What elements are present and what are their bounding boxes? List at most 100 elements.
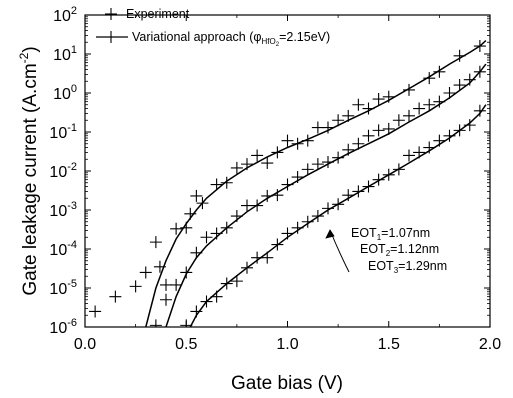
experiment-point-2 (342, 143, 355, 156)
experiment-point-1 (89, 305, 102, 318)
experiment-point-1 (403, 83, 415, 96)
experiment-point-2 (372, 124, 385, 137)
eot-annotations: EOT1=1.07nm EOT2=1.12nm EOT3=1.29nm (325, 226, 447, 275)
experiment-point-3 (473, 104, 486, 117)
experiment-point-3 (301, 215, 314, 228)
experiment-point-2 (433, 95, 446, 108)
experiment-point-2 (200, 231, 213, 244)
experiment-point-3 (433, 134, 446, 147)
experiment-point-1 (109, 290, 122, 303)
experiment-point-1 (322, 121, 334, 134)
y-axis-title-main: Gate leakage current (A.cm (20, 63, 41, 295)
experiment-point-3 (251, 251, 264, 264)
experiment-point-3 (382, 168, 395, 181)
experiment-point-2 (413, 102, 426, 115)
experiment-point-1 (139, 266, 152, 279)
experiment-point-1 (281, 134, 294, 147)
experiment-point-1 (251, 149, 264, 162)
experiment-point-1 (453, 49, 466, 62)
experiment-point-1 (352, 98, 365, 111)
experiment-point-2 (403, 109, 415, 122)
experiment-point-3 (392, 163, 405, 176)
experiment-point-2 (281, 178, 294, 191)
experiment-point-1 (210, 178, 223, 191)
experiment-point-3 (271, 238, 284, 251)
y-tick-label: 10-2 (49, 161, 77, 181)
experiment-point-1 (241, 158, 253, 171)
experiment-point-1 (149, 236, 162, 249)
experiment-point-3 (210, 290, 223, 303)
experiment-point-2 (332, 151, 345, 164)
experiment-point-3 (403, 149, 415, 162)
experiment-point-1 (230, 161, 243, 174)
model-curve-2 (165, 63, 487, 327)
experiment-point-2 (443, 87, 456, 99)
experiment-point-2 (301, 163, 314, 176)
experiment-point-3 (342, 189, 355, 202)
experiment-point-3 (463, 119, 476, 132)
experiment-point-3 (291, 221, 304, 234)
legend-model-label: Variational approach (φHfO2=2.15eV) (132, 30, 330, 48)
experiment-point-3 (261, 251, 274, 264)
y-axis-title: Gate leakage current (A.cm-2) (17, 46, 41, 295)
experiment-point-3 (372, 173, 385, 186)
experiment-point-3 (352, 185, 365, 198)
experiment-point-1 (342, 109, 355, 122)
plot-frame (84, 14, 491, 328)
experiment-point-2 (241, 199, 253, 212)
experiment-point-1 (184, 207, 197, 220)
experiment-point-2 (170, 278, 183, 291)
experiment-point-1 (271, 146, 284, 159)
experiment-point-1 (170, 222, 183, 235)
experiment-point-3 (443, 129, 456, 142)
experiment-point-2 (230, 210, 243, 223)
y-axis-title-sup: -2 (17, 52, 31, 63)
legend-experiment-label: Experiment (126, 7, 190, 21)
experiment-point-1 (261, 157, 274, 170)
experiment-point-1 (129, 280, 142, 293)
experiment-point-2 (220, 221, 233, 234)
experiment-point-2 (190, 246, 203, 259)
y-tick-label: 10-4 (49, 239, 77, 259)
legend-model-label-sub2: 2 (276, 42, 280, 48)
annotation-eot-1: EOT1=1.07nm (351, 226, 430, 242)
experiment-point-3 (322, 202, 334, 215)
experiment-point-3 (281, 227, 294, 240)
x-tick-label: 1.5 (378, 336, 400, 353)
y-tick-label: 100 (53, 83, 77, 103)
experiment-point-2 (382, 122, 395, 135)
experiment-point-3 (311, 210, 324, 223)
x-axis-title: Gate bias (V) (231, 373, 343, 394)
experiment-point-1 (362, 102, 375, 115)
experiment-point-2 (352, 137, 365, 150)
experiment-point-2 (160, 293, 172, 306)
y-tick-label: 101 (53, 44, 77, 64)
y-tick-label: 10-6 (49, 317, 77, 337)
x-tick-label: 2.0 (479, 336, 501, 353)
experiment-point-3 (453, 124, 466, 137)
experiment-point-1 (153, 260, 166, 273)
experiment-point-2 (463, 73, 476, 86)
experiment-point-2 (473, 65, 486, 78)
annotation-eot-2: EOT2=1.12nm (360, 242, 439, 258)
experiment-point-2 (392, 114, 405, 127)
experiment-point-1 (423, 72, 436, 85)
experiment-point-1 (220, 176, 233, 189)
experiment-point-1 (301, 134, 314, 147)
experiment-point-1 (291, 137, 304, 150)
experiment-point-2 (453, 79, 466, 92)
experiment-point-2 (210, 227, 223, 240)
legend-model-label-tail: =2.15eV) (279, 30, 330, 44)
experiment-point-1 (433, 65, 446, 78)
experiment-point-2 (291, 171, 304, 184)
x-tick-label: 1.0 (276, 336, 298, 353)
experiment-point-3 (332, 198, 345, 211)
experiment-point-1 (473, 40, 486, 53)
experiment-point-1 (196, 197, 209, 210)
annotation-eot-3: EOT3=1.29nm (368, 259, 447, 275)
experiment-point-2 (149, 319, 162, 327)
experiment-point-2 (322, 156, 334, 169)
y-tick-label: 102 (53, 5, 77, 25)
x-tick-label: 0.5 (175, 336, 197, 353)
experiment-point-3 (230, 275, 243, 288)
